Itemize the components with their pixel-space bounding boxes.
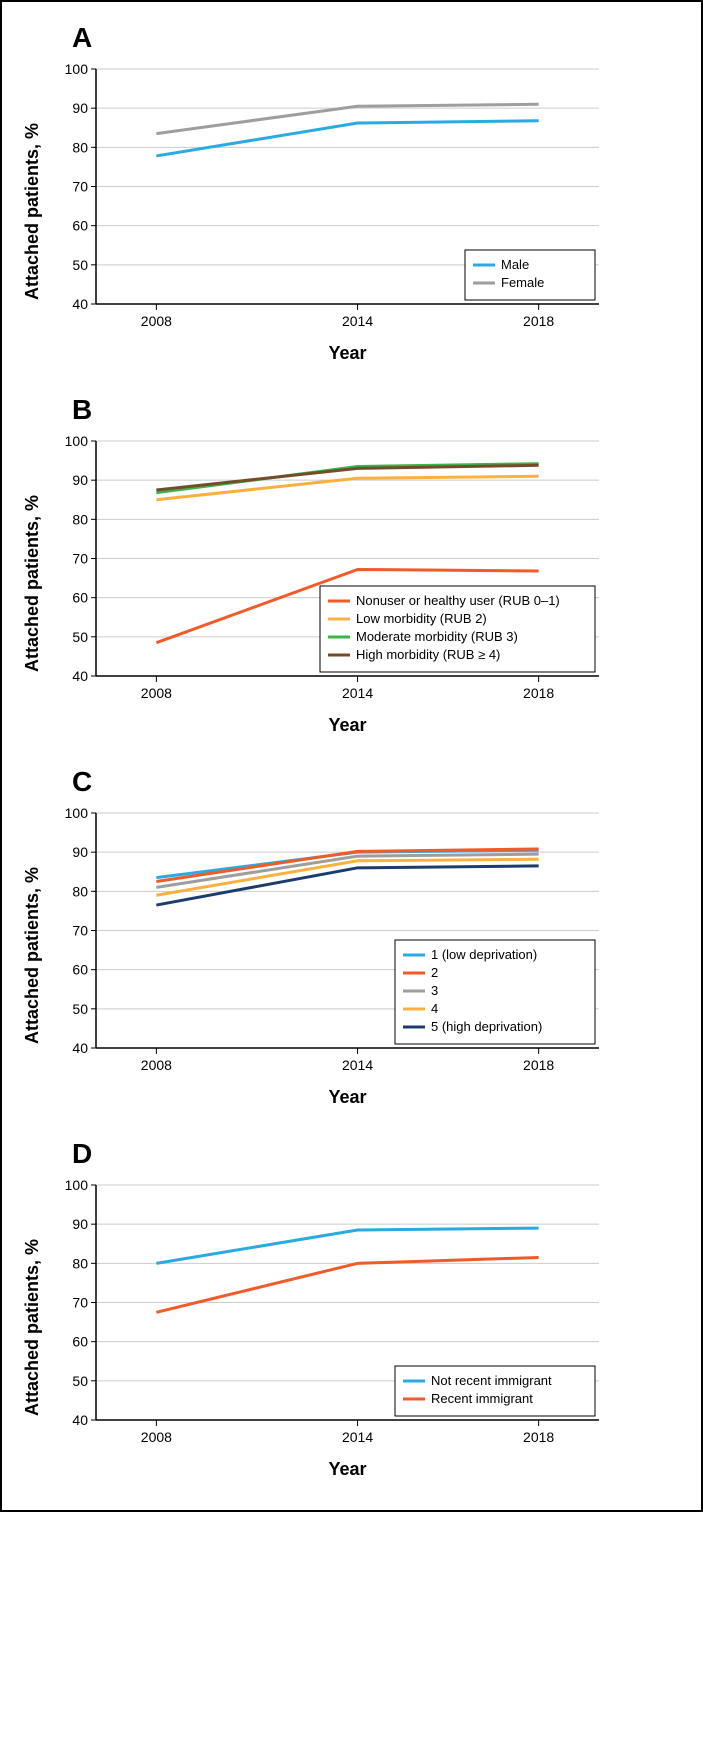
- x-tick-label: 2008: [141, 1429, 172, 1445]
- panel-label: A: [72, 22, 681, 54]
- legend-label: Moderate morbidity (RUB 3): [356, 629, 518, 644]
- x-tick-label: 2018: [523, 1429, 554, 1445]
- x-axis-label: Year: [96, 715, 599, 736]
- legend-label: Nonuser or healthy user (RUB 0–1): [356, 593, 560, 608]
- y-tick-label: 70: [72, 179, 88, 195]
- legend-label: Female: [501, 275, 544, 290]
- x-tick-label: 2014: [342, 1057, 373, 1073]
- legend-label: Male: [501, 257, 529, 272]
- y-tick-label: 80: [72, 1255, 88, 1271]
- line-chart: 40 50 60 70 80 90 100 2008 2014 2018 Male Female: [51, 59, 611, 339]
- x-tick-label: 2008: [141, 685, 172, 701]
- chart-area: 40 50 60 70 80 90 100 2008 2014 2018 Male Female Yea…: [51, 59, 681, 364]
- y-tick-label: 100: [65, 433, 89, 449]
- legend: 1 (low deprivation) 2 3 4 5 (high deprivatio…: [395, 940, 595, 1044]
- x-tick-label: 2018: [523, 313, 554, 329]
- y-tick-label: 100: [65, 1177, 89, 1193]
- panel-d: D Attached patients, % 40 50 60 70 80 90 100 2008…: [22, 1138, 681, 1480]
- chart-wrap: Attached patients, % 40 50 60 70 80 90 100 2008 2…: [22, 59, 681, 364]
- panel-b: B Attached patients, % 40 50 60 70 80 90 100 2008…: [22, 394, 681, 736]
- y-axis-label: Attached patients, %: [22, 867, 43, 1044]
- y-axis-label: Attached patients, %: [22, 123, 43, 300]
- x-tick-label: 2008: [141, 1057, 172, 1073]
- legend-label: Recent immigrant: [431, 1391, 533, 1406]
- y-tick-label: 40: [72, 296, 88, 312]
- panel-c: C Attached patients, % 40 50 60 70 80 90 100 2008…: [22, 766, 681, 1108]
- y-tick-label: 70: [72, 1295, 88, 1311]
- y-tick-label: 80: [72, 511, 88, 527]
- y-tick-label: 80: [72, 139, 88, 155]
- line-chart: 40 50 60 70 80 90 100 2008 2014 2018 1 (low depriv…: [51, 803, 611, 1083]
- chart-wrap: Attached patients, % 40 50 60 70 80 90 100 2008 2…: [22, 1175, 681, 1480]
- y-tick-label: 90: [72, 472, 88, 488]
- legend-label: Low morbidity (RUB 2): [356, 611, 487, 626]
- y-tick-label: 50: [72, 1001, 88, 1017]
- y-tick-label: 60: [72, 590, 88, 606]
- chart-area: 40 50 60 70 80 90 100 2008 2014 2018 Nonuser or he…: [51, 431, 681, 736]
- x-axis-label: Year: [96, 343, 599, 364]
- legend-label: Not recent immigrant: [431, 1373, 552, 1388]
- x-tick-label: 2008: [141, 313, 172, 329]
- x-tick-label: 2014: [342, 685, 373, 701]
- x-tick-label: 2014: [342, 1429, 373, 1445]
- y-tick-label: 50: [72, 629, 88, 645]
- x-tick-label: 2014: [342, 313, 373, 329]
- y-tick-label: 50: [72, 1373, 88, 1389]
- panel-label: B: [72, 394, 681, 426]
- y-tick-label: 80: [72, 883, 88, 899]
- y-tick-label: 40: [72, 1412, 88, 1428]
- chart-area: 40 50 60 70 80 90 100 2008 2014 2018 Not recent im…: [51, 1175, 681, 1480]
- chart-area: 40 50 60 70 80 90 100 2008 2014 2018 1 (low depriv…: [51, 803, 681, 1108]
- series-line: [156, 1257, 538, 1312]
- panel-label: D: [72, 1138, 681, 1170]
- y-tick-label: 50: [72, 257, 88, 273]
- x-axis-label: Year: [96, 1087, 599, 1108]
- y-tick-label: 100: [65, 805, 89, 821]
- legend-label: 5 (high deprivation): [431, 1019, 542, 1034]
- y-tick-label: 40: [72, 1040, 88, 1056]
- y-tick-label: 90: [72, 844, 88, 860]
- legend-label: 4: [431, 1001, 438, 1016]
- y-tick-label: 100: [65, 61, 89, 77]
- legend-label: 2: [431, 965, 438, 980]
- x-axis-label: Year: [96, 1459, 599, 1480]
- y-tick-label: 70: [72, 923, 88, 939]
- legend: Nonuser or healthy user (RUB 0–1) Low mor…: [320, 586, 595, 672]
- line-chart: 40 50 60 70 80 90 100 2008 2014 2018 Not recent im…: [51, 1175, 611, 1455]
- line-chart: 40 50 60 70 80 90 100 2008 2014 2018 Nonuser or he…: [51, 431, 611, 711]
- panel-label: C: [72, 766, 681, 798]
- legend: Male Female: [465, 250, 595, 300]
- y-tick-label: 70: [72, 551, 88, 567]
- legend-label: High morbidity (RUB ≥ 4): [356, 647, 500, 662]
- legend-label: 3: [431, 983, 438, 998]
- x-tick-label: 2018: [523, 1057, 554, 1073]
- x-tick-label: 2018: [523, 685, 554, 701]
- y-tick-label: 40: [72, 668, 88, 684]
- y-tick-label: 90: [72, 1216, 88, 1232]
- figure-container: A Attached patients, % 40 50 60 70 80 90 100 2008…: [0, 0, 703, 1512]
- y-axis-label: Attached patients, %: [22, 1239, 43, 1416]
- y-tick-label: 60: [72, 962, 88, 978]
- chart-wrap: Attached patients, % 40 50 60 70 80 90 100 2008 2…: [22, 803, 681, 1108]
- legend-label: 1 (low deprivation): [431, 947, 537, 962]
- y-tick-label: 60: [72, 218, 88, 234]
- y-axis-label: Attached patients, %: [22, 495, 43, 672]
- panel-a: A Attached patients, % 40 50 60 70 80 90 100 2008…: [22, 22, 681, 364]
- legend: Not recent immigrant Recent immigrant: [395, 1366, 595, 1416]
- y-tick-label: 60: [72, 1334, 88, 1350]
- chart-wrap: Attached patients, % 40 50 60 70 80 90 100 2008 2…: [22, 431, 681, 736]
- y-tick-label: 90: [72, 100, 88, 116]
